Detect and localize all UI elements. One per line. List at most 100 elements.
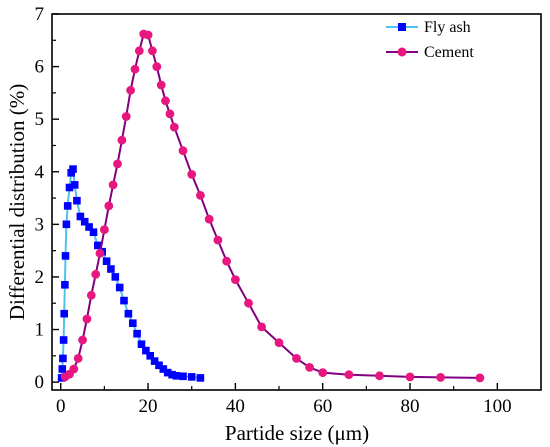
data-point-cement bbox=[69, 364, 79, 374]
series-cement bbox=[60, 29, 485, 383]
data-point-fly-ash bbox=[120, 296, 128, 305]
data-point-cement bbox=[231, 275, 240, 284]
data-point-fly-ash bbox=[155, 361, 163, 370]
legend: Fly ash Cement bbox=[386, 19, 474, 61]
data-point-fly-ash bbox=[163, 368, 172, 377]
data-point-fly-ash bbox=[115, 283, 124, 292]
x-axis-title: Partide size (μm) bbox=[225, 421, 369, 445]
data-point-fly-ash bbox=[58, 365, 67, 373]
data-point-cement bbox=[344, 370, 354, 380]
data-point-fly-ash bbox=[159, 365, 168, 373]
y-tick-label: 0 bbox=[35, 372, 45, 393]
data-point-cement bbox=[305, 363, 314, 372]
data-point-cement bbox=[274, 338, 284, 348]
data-point-fly-ash bbox=[65, 183, 74, 192]
legend-label-fly-ash: Fly ash bbox=[424, 19, 471, 36]
y-tick-label: 2 bbox=[35, 267, 45, 288]
data-point-cement bbox=[100, 225, 109, 235]
data-point-fly-ash bbox=[196, 374, 205, 382]
data-point-fly-ash bbox=[172, 372, 181, 380]
plot-frame bbox=[51, 13, 542, 391]
data-point-fly-ash bbox=[102, 257, 111, 265]
y-tick-label: 3 bbox=[35, 214, 45, 235]
data-point-fly-ash bbox=[85, 223, 93, 231]
data-point-fly-ash bbox=[63, 202, 72, 210]
data-point-fly-ash bbox=[89, 228, 98, 236]
data-point-cement bbox=[187, 170, 197, 179]
y-tick-label: 1 bbox=[35, 320, 45, 341]
data-point-fly-ash bbox=[80, 217, 89, 226]
y-tick-label: 6 bbox=[35, 57, 45, 78]
y-tick-label: 7 bbox=[35, 4, 45, 25]
data-point-cement bbox=[78, 335, 87, 345]
data-point-fly-ash bbox=[111, 273, 120, 281]
data-point-fly-ash bbox=[124, 309, 133, 318]
data-point-cement bbox=[475, 373, 485, 383]
data-point-cement bbox=[113, 159, 122, 169]
data-point-cement bbox=[134, 46, 144, 56]
data-point-fly-ash bbox=[146, 352, 154, 360]
data-point-cement bbox=[204, 214, 214, 224]
data-point-fly-ash bbox=[76, 212, 85, 221]
series-line-fly-ash bbox=[60, 168, 201, 379]
data-point-fly-ash bbox=[150, 357, 159, 365]
data-point-fly-ash bbox=[69, 165, 77, 173]
data-point-cement bbox=[104, 201, 114, 211]
data-point-cement bbox=[244, 298, 253, 308]
data-point-cement bbox=[148, 46, 157, 56]
data-point-cement bbox=[143, 30, 153, 40]
y-tick-label: 5 bbox=[35, 109, 45, 130]
data-point-cement bbox=[117, 135, 127, 145]
data-point-fly-ash bbox=[94, 241, 102, 250]
data-point-cement bbox=[152, 62, 162, 71]
data-point-fly-ash bbox=[70, 181, 79, 189]
x-tick-label: 60 bbox=[313, 396, 332, 417]
data-point-cement bbox=[213, 235, 223, 245]
axis-ticks bbox=[52, 13, 499, 390]
x-tick-labels: 0 20 40 60 80 100 bbox=[56, 396, 512, 417]
y-tick-labels: 0 1 2 3 4 5 6 7 bbox=[35, 4, 45, 393]
data-point-cement bbox=[82, 314, 92, 324]
data-point-cement bbox=[169, 122, 179, 132]
data-point-fly-ash bbox=[142, 346, 150, 355]
data-point-cement bbox=[405, 372, 415, 382]
data-point-cement bbox=[73, 354, 83, 363]
data-point-fly-ash bbox=[62, 220, 71, 229]
x-tick-label: 80 bbox=[401, 396, 420, 417]
data-point-fly-ash bbox=[61, 281, 69, 289]
y-tick-label: 4 bbox=[35, 162, 45, 183]
data-point-cement bbox=[196, 191, 205, 200]
data-point-fly-ash bbox=[59, 336, 68, 344]
data-point-cement bbox=[165, 109, 175, 119]
data-point-cement bbox=[222, 256, 232, 266]
data-point-fly-ash bbox=[60, 309, 68, 318]
data-point-cement bbox=[292, 354, 301, 363]
data-point-fly-ash bbox=[73, 196, 81, 205]
data-point-fly-ash bbox=[168, 370, 176, 379]
data-point-fly-ash bbox=[61, 252, 70, 260]
x-tick-label: 20 bbox=[139, 396, 158, 417]
data-point-fly-ash bbox=[187, 373, 196, 381]
data-point-cement bbox=[257, 322, 266, 332]
data-point-cement bbox=[121, 112, 131, 121]
data-point-fly-ash bbox=[129, 319, 137, 327]
x-tick-label: 0 bbox=[56, 396, 66, 417]
legend-marker-fly-ash bbox=[398, 23, 406, 31]
x-tick-label: 100 bbox=[483, 396, 512, 417]
data-point-fly-ash bbox=[59, 354, 67, 363]
data-point-cement bbox=[161, 96, 170, 106]
data-point-cement bbox=[91, 269, 101, 279]
data-point-fly-ash bbox=[137, 340, 146, 348]
data-point-cement bbox=[318, 368, 328, 377]
data-point-cement bbox=[156, 80, 166, 90]
data-point-cement bbox=[95, 248, 105, 258]
data-point-fly-ash bbox=[133, 329, 141, 338]
legend-marker-cement bbox=[397, 47, 407, 57]
data-point-fly-ash bbox=[107, 265, 115, 273]
data-point-cement bbox=[178, 146, 188, 156]
data-point-cement bbox=[126, 85, 135, 95]
data-point-fly-ash bbox=[179, 372, 187, 381]
series-layer bbox=[57, 29, 485, 383]
data-point-cement bbox=[108, 180, 118, 190]
data-point-cement bbox=[130, 64, 140, 74]
